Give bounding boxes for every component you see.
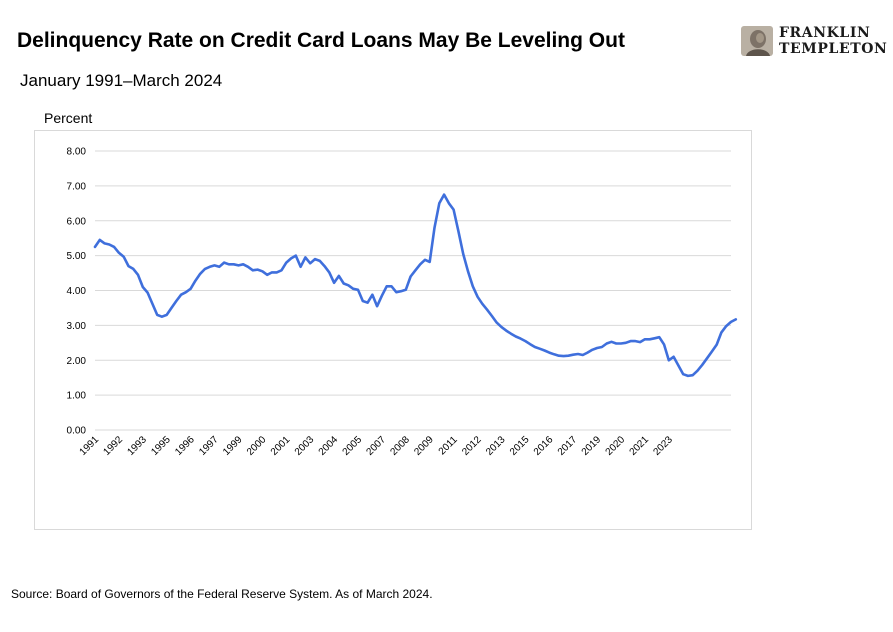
chart-title: Delinquency Rate on Credit Card Loans Ma… xyxy=(17,29,625,52)
y-tick-label: 6.00 xyxy=(67,216,87,227)
line-chart: 0.00 1.00 2.00 3.00 4.00 5.00 6.00 7.00 8.00 1991… xyxy=(67,147,738,458)
x-tick-label: 1996 xyxy=(173,434,197,458)
x-tick-label: 2004 xyxy=(317,434,341,458)
x-tick-label: 1997 xyxy=(197,434,221,458)
source-note: Source: Board of Governors of the Federa… xyxy=(11,587,433,601)
x-tick-label: 2003 xyxy=(293,434,317,458)
chart-subtitle: January 1991–March 2024 xyxy=(20,71,223,90)
y-tick-label: 3.00 xyxy=(67,321,87,332)
x-tick-label: 2001 xyxy=(269,434,293,458)
x-tick-label: 1991 xyxy=(78,434,102,458)
x-tick-label: 2008 xyxy=(388,434,412,458)
y-tick-label: 5.00 xyxy=(67,251,87,262)
y-tick-label: 8.00 xyxy=(67,147,87,158)
x-tick-label: 2017 xyxy=(556,434,580,458)
x-tick-label: 2015 xyxy=(508,434,532,458)
x-tick-label: 2009 xyxy=(412,434,436,458)
series-line xyxy=(93,193,738,378)
x-tick-label: 2023 xyxy=(651,434,675,458)
y-tick-label: 2.00 xyxy=(67,356,87,367)
x-tick-label: 2011 xyxy=(437,434,460,457)
x-tick-label: 2016 xyxy=(532,434,556,458)
franklin-templeton-logo: FRANKLIN TEMPLETON xyxy=(739,24,889,60)
x-tick-label: 1995 xyxy=(149,434,173,458)
x-tick-label: 2021 xyxy=(628,434,652,458)
x-tick-label: 2005 xyxy=(341,434,365,458)
y-tick-label: 0.00 xyxy=(67,426,87,437)
x-tick-label: 1993 xyxy=(125,434,149,458)
x-tick-label: 2000 xyxy=(245,434,269,458)
x-tick-label: 1992 xyxy=(102,434,126,458)
franklin-portrait-icon xyxy=(741,26,773,56)
logo-text-line2: TEMPLETON xyxy=(779,41,888,57)
x-tick-label: 2019 xyxy=(580,434,604,458)
x-tick-label: 2012 xyxy=(460,434,484,458)
chart-area: 0.00 1.00 2.00 3.00 4.00 5.00 6.00 7.00 8.00 1991… xyxy=(34,130,752,530)
y-axis-label: Percent xyxy=(44,110,93,126)
x-tick-label: 1999 xyxy=(221,434,245,458)
x-tick-label: 2007 xyxy=(365,434,389,458)
x-tick-label: 2013 xyxy=(484,434,508,458)
x-tick-label: 2020 xyxy=(604,434,628,458)
y-tick-label: 4.00 xyxy=(67,286,87,297)
y-tick-label: 1.00 xyxy=(67,391,87,402)
y-tick-label: 7.00 xyxy=(67,181,87,192)
logo-text-line1: FRANKLIN xyxy=(779,25,871,41)
